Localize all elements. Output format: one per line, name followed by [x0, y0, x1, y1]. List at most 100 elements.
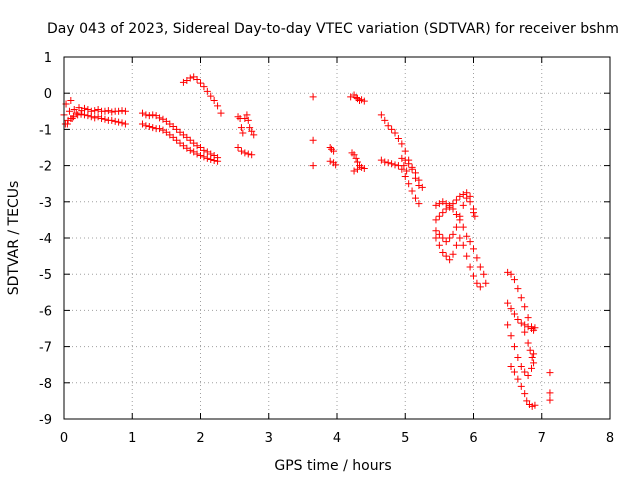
data-point — [332, 161, 340, 169]
data-point — [418, 183, 426, 191]
y-tick-label: -4 — [39, 232, 52, 247]
data-point — [546, 396, 554, 404]
data-point — [514, 285, 522, 293]
data-point — [470, 209, 477, 217]
data-point — [77, 110, 85, 118]
series-s06 — [234, 111, 258, 159]
series-s03 — [138, 109, 222, 162]
data-point — [118, 107, 126, 115]
data-point — [452, 196, 460, 204]
data-point — [442, 205, 450, 213]
data-point — [94, 113, 102, 121]
data-point — [138, 120, 146, 128]
data-point — [405, 180, 413, 188]
data-point — [526, 346, 534, 354]
data-point — [521, 321, 529, 329]
data-point — [239, 129, 247, 137]
data-point — [360, 97, 368, 105]
data-point — [80, 111, 88, 119]
data-point — [326, 157, 334, 165]
data-point — [476, 263, 484, 271]
y-tick-label: 1 — [44, 51, 52, 66]
data-point — [411, 194, 419, 202]
data-point — [400, 162, 408, 170]
data-point — [193, 75, 201, 83]
data-point — [521, 368, 529, 376]
data-point — [435, 212, 443, 220]
data-point — [101, 107, 109, 115]
data-point — [200, 146, 208, 154]
data-point — [459, 241, 467, 249]
data-point — [507, 363, 515, 371]
data-point — [381, 158, 389, 166]
data-point — [388, 125, 396, 133]
data-point — [98, 115, 106, 123]
data-point — [471, 212, 479, 220]
series-s22 — [521, 328, 538, 367]
data-point — [118, 119, 126, 127]
y-tick-label: -2 — [39, 160, 52, 175]
data-point — [234, 144, 242, 151]
data-point — [470, 245, 477, 253]
data-point — [121, 107, 129, 115]
data-point — [459, 223, 467, 231]
data-point — [528, 353, 536, 361]
data-point — [384, 159, 392, 167]
data-point — [352, 154, 360, 162]
data-point — [203, 87, 211, 95]
data-point — [309, 162, 317, 170]
series-s17 — [432, 234, 484, 291]
series-s13 — [398, 154, 426, 191]
data-point — [504, 321, 512, 329]
data-point — [80, 104, 88, 112]
data-point — [514, 315, 522, 323]
x-tick-label: 5 — [401, 431, 409, 446]
data-point — [439, 209, 447, 217]
data-point — [197, 151, 204, 159]
data-point — [200, 153, 208, 161]
data-point — [452, 223, 460, 231]
data-point — [507, 332, 515, 340]
plot-frame — [63, 56, 611, 420]
data-point — [473, 279, 481, 287]
x-tick-label: 2 — [196, 431, 204, 446]
data-point — [517, 382, 525, 390]
series-s15 — [432, 203, 490, 287]
data-point — [459, 191, 467, 199]
data-point — [84, 112, 92, 120]
data-point — [67, 96, 75, 104]
y-tick-label: -6 — [39, 304, 52, 319]
y-tick-label: 0 — [44, 87, 52, 102]
data-point — [504, 268, 512, 276]
data-point — [459, 201, 467, 209]
data-point — [193, 150, 201, 158]
data-point — [439, 248, 447, 256]
data-point — [248, 127, 256, 135]
data-point — [439, 234, 447, 242]
data-point — [87, 113, 95, 121]
data-point — [521, 328, 529, 336]
data-point — [94, 105, 102, 113]
data-point — [186, 136, 194, 144]
data-point — [210, 96, 218, 104]
data-point — [463, 252, 471, 260]
data-point — [415, 176, 423, 184]
data-point — [456, 234, 464, 242]
data-point — [510, 343, 518, 351]
data-point — [214, 157, 222, 165]
data-point — [530, 350, 538, 358]
y-tick-label: -9 — [39, 413, 52, 428]
data-point — [398, 165, 406, 173]
data-point — [446, 256, 454, 264]
data-point — [244, 116, 252, 124]
x-tick-label: 4 — [333, 431, 341, 446]
data-point — [149, 124, 157, 132]
data-point — [101, 115, 109, 123]
series-s23 — [546, 369, 554, 404]
data-point — [528, 325, 536, 332]
data-point — [398, 140, 406, 148]
data-point — [411, 169, 419, 177]
y-tick-label: -7 — [39, 341, 52, 356]
x-tick-label: 0 — [60, 431, 68, 446]
data-point — [466, 263, 474, 271]
